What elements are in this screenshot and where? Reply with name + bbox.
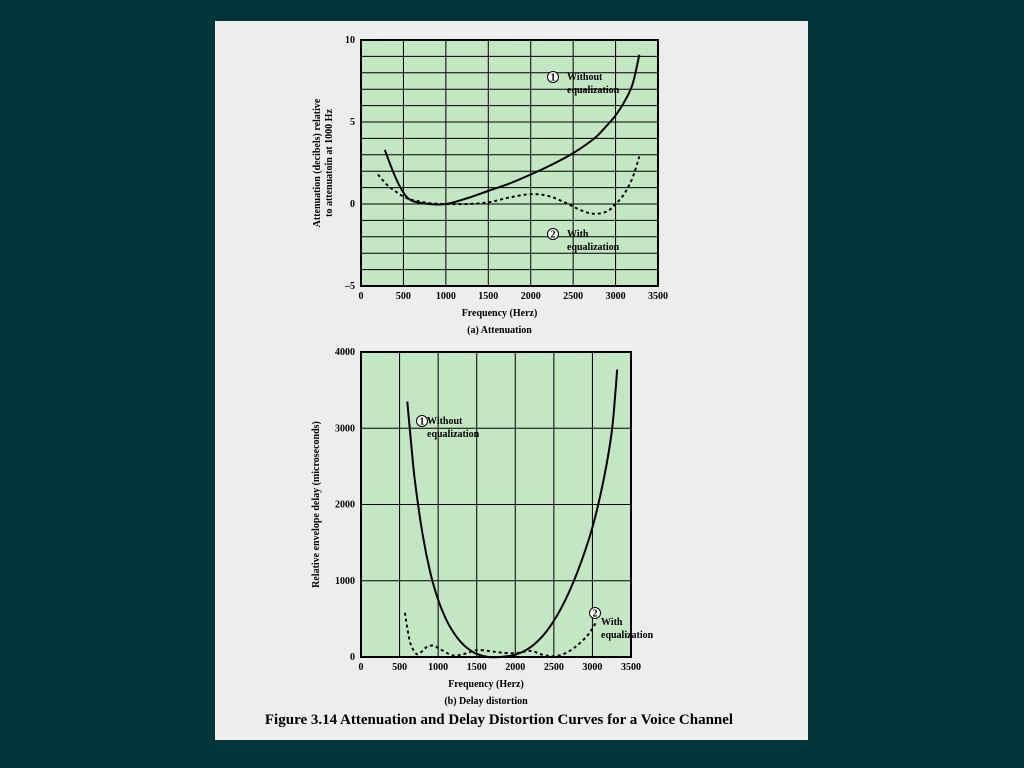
x-axis-label: Frequency (Herz) <box>448 679 524 690</box>
annotation-marker-circle <box>547 71 559 83</box>
annotation-line1: Without <box>427 416 463 427</box>
x-tick-label: 1500 <box>467 662 487 673</box>
series-without-equalization-curve <box>406 369 619 659</box>
y-tick-label: 10 <box>345 35 355 46</box>
annotation-line1: With <box>601 617 623 628</box>
annotation-line2: equalization <box>601 630 654 641</box>
annotation-marker-number: 1 <box>420 417 425 428</box>
annotation-marker-circle <box>547 228 559 240</box>
grid <box>361 352 631 657</box>
chart-subtitle: (a) Attenuation <box>467 325 532 336</box>
figure-panel: 0 500 1000 1500 2000 2500 3000 3500 10 5 0 –5 Freque… <box>215 21 808 740</box>
y-tick-label: 4000 <box>335 347 355 358</box>
y-tick-label: 0 <box>350 652 355 663</box>
series-annotation: 1 Without equalization <box>416 415 480 440</box>
annotation-marker-circle <box>416 415 428 427</box>
series-annotation: 1 Without equalization <box>547 71 620 96</box>
x-tick-label: 1000 <box>428 662 448 673</box>
annotation-line1: Without <box>567 72 603 83</box>
figure-caption: Figure 3.14 Attenuation and Delay Distor… <box>265 712 733 728</box>
x-tick-label: 1000 <box>436 291 456 302</box>
x-tick-label: 2000 <box>505 662 525 673</box>
chart-subtitle: (b) Delay distortion <box>444 696 528 707</box>
x-tick-label: 3000 <box>606 291 626 302</box>
series-with-equalization-curve <box>403 612 598 658</box>
y-tick-label: 2000 <box>335 500 355 511</box>
grid <box>361 40 658 286</box>
y-tick-label: –5 <box>344 281 355 292</box>
y-axis-label: Relative envelope delay (microseconds) <box>311 421 322 588</box>
x-axis-label: Frequency (Herz) <box>462 308 538 319</box>
annotation-marker-number: 2 <box>593 609 598 620</box>
series-with-equalization-curve <box>377 156 641 215</box>
annotation-marker-circle <box>589 607 601 619</box>
plot-frame <box>360 39 659 287</box>
y-tick-label: 5 <box>350 117 355 128</box>
annotation-line2: equalization <box>567 85 620 96</box>
x-tick-label: 500 <box>392 662 407 673</box>
annotation-line1: With <box>567 229 589 240</box>
figure-svg: 0 500 1000 1500 2000 2500 3000 35001050–5Freque… <box>265 35 733 728</box>
series-annotation: 2 With equalization <box>547 228 620 253</box>
annotation-line2: equalization <box>427 429 480 440</box>
x-tick-label: 1500 <box>478 291 498 302</box>
annotation-line2: equalization <box>567 242 620 253</box>
y-tick-label: 3000 <box>335 423 355 434</box>
y-axis-label-line2: to attenuatoin at 1000 Hz <box>324 109 335 217</box>
attenuation-chart: 0 500 1000 1500 2000 2500 3000 3500 10 5 0 –5 Freque… <box>312 35 668 336</box>
x-tick-label: 3500 <box>621 662 641 673</box>
x-tick-label: 3500 <box>648 291 668 302</box>
annotation-marker-number: 2 <box>551 230 556 241</box>
y-tick-label: 0 <box>350 199 355 210</box>
annotation-marker-number: 1 <box>551 73 556 84</box>
x-tick-label: 3000 <box>582 662 602 673</box>
y-axis-label-line1: Attenuation (decibels) relative <box>312 98 323 227</box>
y-tick-label: 1000 <box>335 576 355 587</box>
x-tick-label: 2500 <box>563 291 583 302</box>
x-tick-label: 2500 <box>544 662 564 673</box>
x-tick-label: 0 <box>359 662 364 673</box>
x-tick-label: 500 <box>396 291 411 302</box>
plot-area <box>361 40 658 286</box>
x-tick-label: 2000 <box>521 291 541 302</box>
x-tick-label: 0 <box>359 291 364 302</box>
delay-distortion-chart: 0 500 1000 1500 2000 2500 3000 3500 4000 3000 2000… <box>311 347 654 707</box>
